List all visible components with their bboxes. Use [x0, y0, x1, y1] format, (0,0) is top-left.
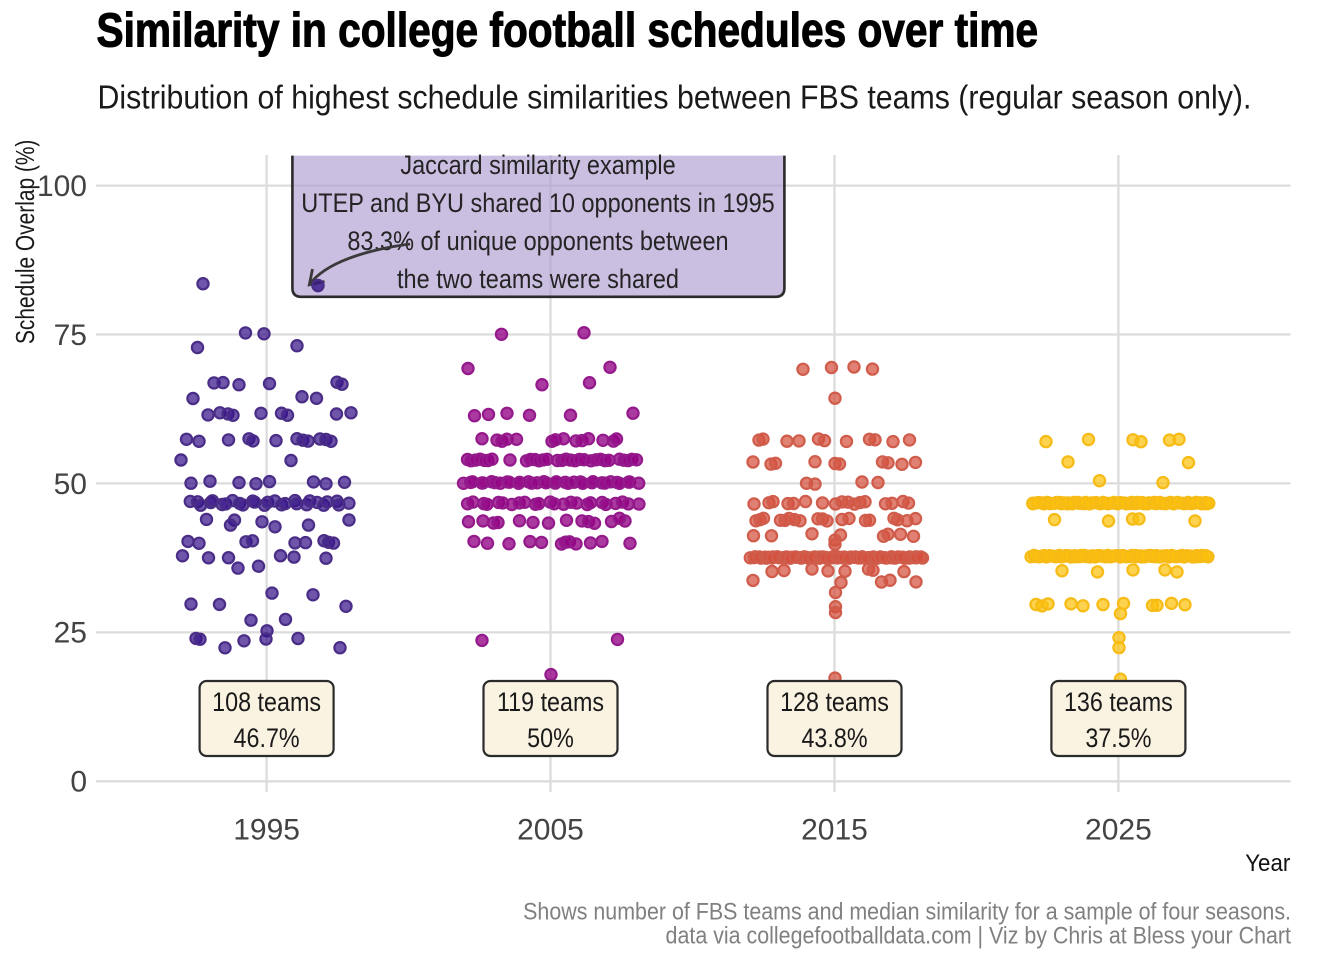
- svg-text:100: 100: [37, 170, 87, 203]
- svg-text:Distribution of highest schedu: Distribution of highest schedule similar…: [98, 78, 1252, 116]
- svg-text:25: 25: [54, 617, 87, 650]
- svg-text:Shows number of FBS teams and: Shows number of FBS teams and median sim…: [523, 897, 1291, 925]
- svg-text:50%: 50%: [527, 724, 574, 754]
- svg-text:2005: 2005: [517, 814, 584, 847]
- svg-text:Schedule Overlap (%): Schedule Overlap (%): [11, 140, 39, 344]
- svg-text:the two teams were shared: the two teams were shared: [397, 265, 679, 295]
- svg-text:2025: 2025: [1085, 814, 1152, 847]
- svg-text:128 teams: 128 teams: [780, 688, 889, 718]
- svg-text:Jaccard similarity example: Jaccard similarity example: [400, 151, 675, 181]
- svg-text:83.3% of unique opponents betw: 83.3% of unique opponents between: [347, 227, 728, 257]
- svg-text:1995: 1995: [233, 814, 300, 847]
- svg-text:43.8%: 43.8%: [801, 724, 867, 754]
- svg-text:Similarity in college football: Similarity in college football schedules…: [97, 3, 1039, 57]
- svg-text:37.5%: 37.5%: [1085, 724, 1151, 754]
- svg-text:50: 50: [54, 468, 87, 501]
- svg-text:119 teams: 119 teams: [497, 688, 604, 718]
- svg-text:46.7%: 46.7%: [234, 724, 300, 754]
- svg-text:Year: Year: [1245, 849, 1290, 876]
- svg-text:data via collegefootballdata.c: data via collegefootballdata.com | Viz b…: [666, 921, 1292, 949]
- svg-text:108 teams: 108 teams: [212, 688, 321, 718]
- svg-text:0: 0: [70, 766, 87, 799]
- svg-text:136 teams: 136 teams: [1064, 688, 1173, 718]
- svg-text:UTEP and BYU shared 10 opponen: UTEP and BYU shared 10 opponents in 1995: [301, 189, 774, 219]
- svg-text:2015: 2015: [801, 814, 868, 847]
- svg-text:75: 75: [54, 319, 87, 352]
